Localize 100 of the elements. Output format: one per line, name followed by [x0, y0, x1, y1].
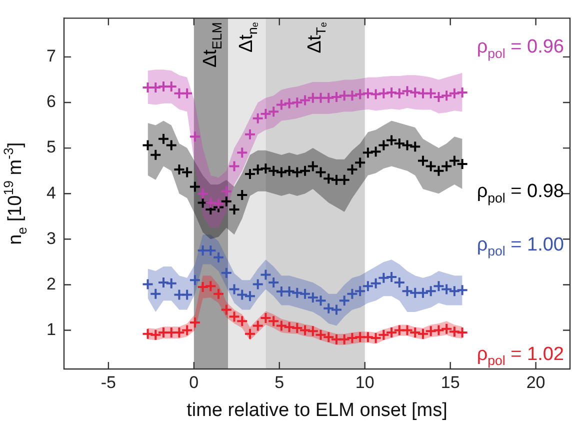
- point: [401, 139, 414, 152]
- point: [204, 196, 217, 209]
- point: [165, 277, 178, 290]
- point: [338, 333, 350, 346]
- y-tick-label: 5: [46, 138, 56, 157]
- point: [283, 321, 296, 334]
- point: [157, 276, 170, 288]
- point: [150, 328, 162, 341]
- x-tick-label: 15: [440, 372, 460, 392]
- point: [456, 326, 468, 339]
- x-tick-label: 5: [274, 372, 284, 392]
- point: [275, 166, 288, 178]
- point: [424, 325, 437, 338]
- point: [252, 163, 264, 176]
- point: [346, 288, 358, 300]
- point: [448, 87, 460, 100]
- band-label: ΔtTₑ: [304, 22, 329, 54]
- point: [283, 97, 296, 110]
- point: [220, 266, 232, 279]
- point: [330, 304, 342, 316]
- point: [338, 294, 350, 307]
- point: [370, 146, 382, 158]
- point: [275, 98, 288, 111]
- point: [362, 331, 374, 344]
- point: [181, 324, 194, 336]
- point: [378, 87, 390, 100]
- point: [362, 146, 374, 159]
- point: [236, 188, 248, 201]
- point: [362, 87, 374, 100]
- point: [212, 198, 225, 210]
- point: [330, 91, 342, 104]
- y-tick-label: 3: [46, 228, 56, 248]
- point: [244, 328, 256, 340]
- point: [291, 286, 304, 299]
- y-tick-label: 2: [46, 274, 56, 294]
- point: [346, 332, 358, 344]
- band-label: ΔtELM: [200, 22, 224, 68]
- point: [409, 86, 422, 98]
- point: [378, 139, 390, 152]
- point: [196, 188, 209, 200]
- point: [299, 94, 312, 106]
- point: [370, 332, 382, 344]
- point: [456, 284, 468, 296]
- point: [188, 274, 201, 286]
- y-axis-title: ne [1019 m-3]: [1, 142, 30, 245]
- point: [401, 285, 414, 298]
- point: [424, 285, 437, 298]
- point: [416, 87, 429, 100]
- point: [409, 140, 422, 153]
- point: [188, 316, 201, 329]
- point: [228, 160, 240, 172]
- point: [354, 285, 366, 298]
- point: [299, 164, 312, 177]
- point: [401, 85, 414, 98]
- x-tick-label: 20: [526, 372, 546, 392]
- point: [448, 285, 460, 298]
- point: [370, 277, 382, 290]
- point: [142, 139, 154, 152]
- point: [268, 106, 280, 118]
- point: [220, 185, 232, 198]
- band-label: Δtnₑ: [236, 22, 260, 53]
- point: [181, 87, 194, 100]
- point: [440, 90, 453, 102]
- point: [330, 174, 342, 186]
- point: [188, 130, 201, 143]
- point: [393, 324, 406, 336]
- point: [252, 320, 264, 332]
- point: [244, 168, 256, 180]
- point: [386, 326, 398, 339]
- point: [338, 174, 350, 186]
- point: [370, 88, 382, 100]
- point: [416, 328, 429, 340]
- point: [260, 108, 272, 120]
- point: [440, 160, 453, 172]
- point: [142, 328, 154, 340]
- point: [378, 272, 390, 284]
- point: [322, 92, 335, 104]
- x-tick-label: 10: [355, 372, 374, 392]
- y-tick-label: 7: [46, 46, 56, 66]
- point: [393, 87, 406, 100]
- point: [283, 164, 296, 177]
- point: [346, 90, 358, 102]
- point: [362, 280, 374, 292]
- point: [432, 324, 445, 336]
- point: [142, 278, 154, 290]
- point: [236, 146, 248, 159]
- point: [291, 166, 304, 178]
- x-tick-label: -5: [100, 372, 116, 392]
- y-tick-label: 6: [46, 92, 56, 112]
- point: [228, 204, 240, 216]
- point: [354, 88, 366, 100]
- point: [386, 86, 398, 98]
- y-tick-label: 4: [46, 183, 56, 202]
- point: [354, 156, 366, 169]
- x-axis-title: time relative to ELM onset [ms]: [186, 400, 448, 422]
- point: [150, 288, 162, 300]
- point: [252, 112, 264, 124]
- point: [150, 148, 162, 161]
- point: [252, 278, 264, 290]
- point: [196, 280, 209, 293]
